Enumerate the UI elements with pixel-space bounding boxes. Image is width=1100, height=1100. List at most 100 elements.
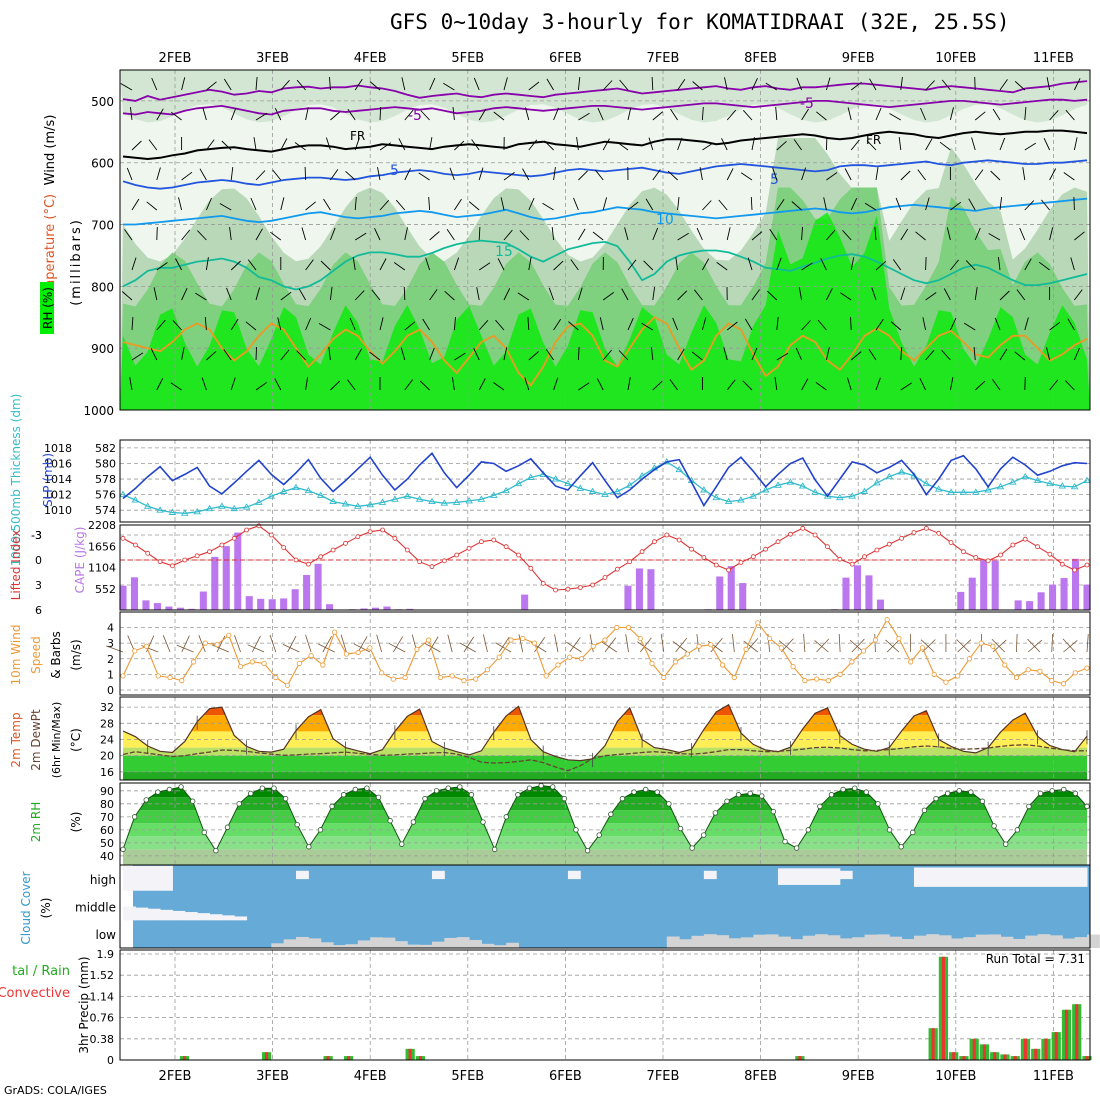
wind-barb	[305, 107, 309, 121]
cape-bar	[624, 585, 632, 610]
wind-barb-10m	[216, 635, 226, 653]
wind-barb-10m	[639, 637, 652, 653]
thickness-marker	[848, 492, 856, 499]
lifted-marker	[948, 540, 954, 545]
thickness-marker	[922, 479, 931, 487]
cloud-low-block	[951, 938, 964, 948]
wind-barb	[298, 288, 306, 301]
rh-marker	[445, 785, 451, 791]
wind-barb	[652, 227, 659, 241]
wind-barb	[716, 262, 728, 271]
cape-bar	[842, 577, 850, 610]
lifted-marker	[862, 554, 867, 560]
thickness-marker	[675, 465, 683, 473]
cloud-high-block	[802, 868, 816, 885]
wind-barb	[347, 379, 356, 391]
wind-barb	[801, 226, 803, 241]
wind-barb	[1049, 168, 1057, 181]
lifted-marker	[775, 539, 781, 545]
rh-marker	[457, 784, 463, 790]
rh-marker	[1072, 790, 1079, 797]
thickness-marker	[255, 498, 263, 505]
wind-barb	[765, 82, 778, 91]
rh-marker	[631, 789, 637, 795]
cloud-mid-block	[172, 910, 186, 921]
rh-marker	[991, 823, 997, 829]
wind-barb-10m	[322, 636, 332, 653]
wind-speed-marker	[1002, 662, 1008, 668]
wind-barb	[1024, 258, 1032, 271]
wind-barb	[602, 80, 613, 91]
thickness-marker	[329, 497, 337, 505]
cape-bar	[303, 574, 311, 610]
wind-barb	[230, 107, 237, 121]
wind-barb	[874, 226, 877, 241]
wind-barb	[323, 198, 331, 211]
wind-barb	[354, 232, 367, 241]
wind-barb	[627, 107, 632, 121]
wind-barb	[205, 197, 212, 211]
cloud-low-block	[740, 937, 754, 948]
rh-marker	[712, 810, 719, 816]
lifted-marker	[1047, 551, 1053, 557]
wind-barb-10m	[956, 639, 970, 653]
wind-barb	[815, 382, 827, 391]
wind-barb	[156, 108, 164, 121]
wind-speed-marker	[484, 667, 491, 673]
wind-barb	[1024, 106, 1027, 121]
cloud-low-block	[283, 939, 297, 948]
wind-barb	[320, 260, 331, 271]
wind-barb	[379, 142, 392, 151]
thickness-marker	[156, 506, 164, 513]
wind-barb	[156, 226, 158, 241]
rh-marker	[410, 819, 417, 825]
thickness-tick: 576	[95, 489, 116, 502]
wind-barb	[230, 260, 241, 271]
wind-barb	[318, 323, 331, 331]
cloud-low-block	[938, 935, 952, 948]
wind-barb	[553, 377, 559, 391]
wind-barb	[890, 321, 902, 331]
thickness-marker	[119, 490, 127, 498]
lifted-marker	[503, 544, 509, 550]
cape-tick: 2208	[88, 519, 116, 532]
lifted-marker	[330, 547, 336, 553]
wind-barb	[478, 319, 489, 331]
wind-barb	[869, 78, 877, 91]
wind-barb	[766, 290, 778, 301]
wind-barb	[454, 140, 465, 151]
wind-barb-10m	[282, 644, 300, 653]
ylabel-cloud: Cloud Cover	[19, 871, 33, 944]
wind-barb	[221, 140, 232, 151]
wind-barb	[429, 77, 436, 91]
y-tick-label: 900	[91, 342, 114, 356]
wind-barb	[577, 77, 581, 91]
wind-barb	[377, 167, 381, 181]
wind-barb	[573, 197, 579, 211]
isotherm-label: FR	[350, 129, 365, 143]
rh-marker	[1014, 827, 1021, 833]
cloud-mid-block	[135, 907, 149, 921]
lifted-tick: 6	[35, 604, 42, 617]
wind-speed-marker	[332, 629, 338, 635]
precip-convective-bar	[952, 1052, 956, 1060]
wind-barb	[478, 378, 486, 391]
wind-barb-10m	[447, 634, 453, 653]
wind-barb	[230, 377, 236, 391]
cloud-level-label: high	[90, 873, 116, 887]
wind-barb	[624, 227, 629, 241]
cloud-low-block	[1037, 934, 1051, 948]
wind-barb	[619, 79, 629, 91]
wind-barb	[1074, 289, 1083, 301]
wind-barb	[915, 231, 926, 241]
wind-speed-marker	[849, 659, 855, 665]
wind-barb-10m	[625, 634, 629, 653]
wind-speed-marker	[861, 648, 867, 654]
wind-barb	[553, 167, 556, 181]
wind-barb	[772, 167, 778, 181]
cape-bar	[853, 565, 862, 610]
wind-barb	[747, 257, 753, 271]
wind-barb	[917, 169, 926, 181]
cloud-high-block	[913, 867, 927, 887]
dewpoint-line	[122, 744, 1087, 772]
